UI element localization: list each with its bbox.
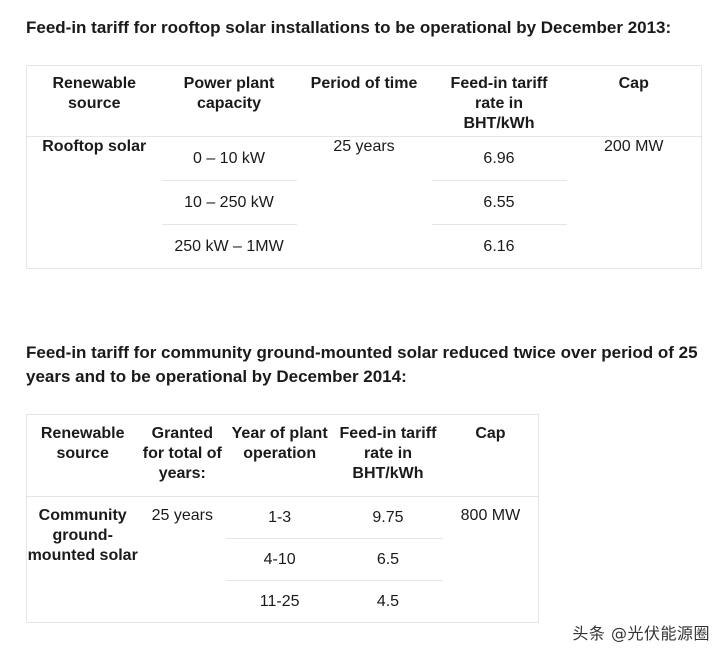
renewable-source-cell: Rooftop solar xyxy=(42,138,147,155)
column-header-renewable-source: Renewable source xyxy=(26,414,139,497)
table-row: 4-10 6.5 xyxy=(27,538,539,581)
column-header-cap: Cap xyxy=(566,65,702,137)
rate-cell: 6.96 xyxy=(431,136,567,181)
column-header-power-plant-capacity: Power plant capacity xyxy=(161,65,297,137)
rate-cell: 6.5 xyxy=(333,538,443,581)
section1-heading: Feed-in tariff for rooftop solar install… xyxy=(26,18,672,37)
year-cell: 4-10 xyxy=(226,538,334,581)
cap-cell: 800 MW xyxy=(460,507,521,524)
column-header-renewable-source: Renewable source xyxy=(26,65,162,137)
table-row: 250 kW – 1MW 6.16 xyxy=(27,225,702,269)
column-header-granted-years: Granted for total of years: xyxy=(138,414,227,497)
capacity-cell: 0 – 10 kW xyxy=(161,136,297,181)
renewable-source-cell: Community ground-mounted solar xyxy=(27,507,138,564)
table-row: 11-25 4.5 xyxy=(27,581,539,623)
capacity-cell: 10 – 250 kW xyxy=(161,180,297,225)
column-header-feed-in-tariff-rate: Feed-in tariff rate in BHT/kWh xyxy=(333,414,443,497)
rate-cell: 6.16 xyxy=(483,237,515,255)
period-cell: 25 years xyxy=(333,138,395,155)
year-cell: 11-25 xyxy=(259,592,300,610)
table-row: Community ground-mounted solar 25 years … xyxy=(27,496,539,564)
rooftop-solar-tariff-table: Renewable source Power plant capacity Pe… xyxy=(26,65,702,269)
table-header-row: Renewable source Power plant capacity Pe… xyxy=(26,65,702,137)
column-header-feed-in-tariff-rate: Feed-in tariff rate in BHT/kWh xyxy=(431,65,567,137)
section2-heading: Feed-in tariff for community ground-moun… xyxy=(26,343,698,386)
watermark: 头条 @光伏能源圈 xyxy=(572,624,710,643)
granted-years-cell: 25 years xyxy=(151,507,213,524)
table-row: 10 – 250 kW 6.55 xyxy=(27,180,702,225)
column-header-cap: Cap xyxy=(442,414,539,497)
community-solar-tariff-table: Renewable source Granted for total of ye… xyxy=(26,414,539,623)
column-header-year-of-operation: Year of plant operation xyxy=(226,414,334,497)
table-header-row: Renewable source Granted for total of ye… xyxy=(26,414,539,497)
table-row: Rooftop solar 0 – 10 kW 25 years 6.96 20… xyxy=(27,136,702,181)
rate-cell: 4.5 xyxy=(376,592,400,610)
rate-cell: 9.75 xyxy=(333,496,443,539)
capacity-cell: 250 kW – 1MW xyxy=(174,237,284,255)
year-cell: 1-3 xyxy=(226,496,334,539)
cap-cell: 200 MW xyxy=(603,138,664,155)
rate-cell: 6.55 xyxy=(431,180,567,225)
column-header-period-of-time: Period of time xyxy=(296,65,432,137)
